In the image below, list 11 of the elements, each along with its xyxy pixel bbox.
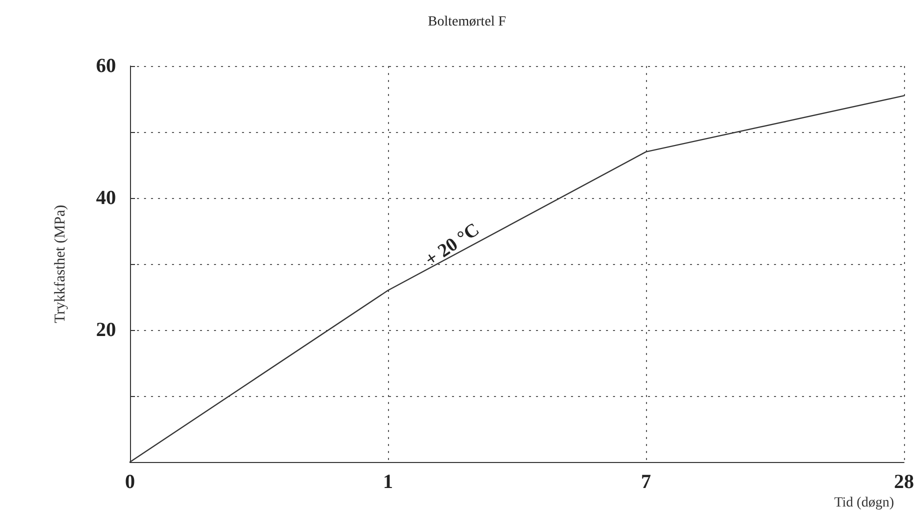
y-tick-label: 60 xyxy=(96,55,116,77)
x-tick-label: 1 xyxy=(383,471,393,493)
y-tick-label: 40 xyxy=(96,187,116,209)
chart-title: Boltemørtel F xyxy=(428,14,506,30)
x-tick-label: 7 xyxy=(641,471,651,493)
x-tick-label: 28 xyxy=(894,471,914,493)
y-axis-title: Trykkfasthet (MPa) xyxy=(52,204,68,324)
x-axis-title: Tid (døgn) xyxy=(834,496,894,510)
x-tick-label: 0 xyxy=(125,471,135,493)
y-tick-label: 20 xyxy=(96,319,116,341)
annotation: + 20 °C xyxy=(421,219,484,271)
